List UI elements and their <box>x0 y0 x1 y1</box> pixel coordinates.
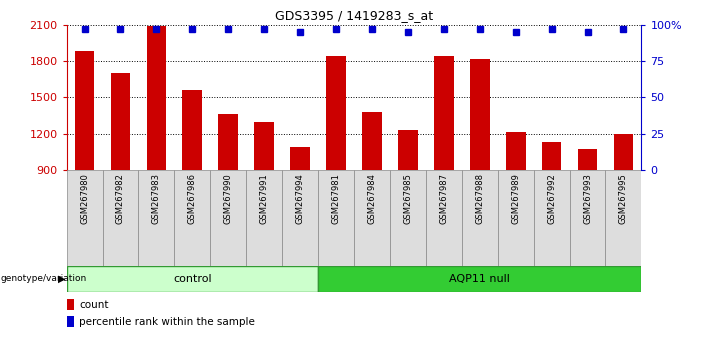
Text: GSM267990: GSM267990 <box>224 173 233 223</box>
Bar <box>111 73 130 170</box>
Bar <box>326 56 346 170</box>
Bar <box>362 112 382 170</box>
Text: GSM267980: GSM267980 <box>80 173 89 224</box>
Text: GSM267985: GSM267985 <box>403 173 412 224</box>
Bar <box>613 133 633 170</box>
Bar <box>506 132 526 170</box>
Text: ▶: ▶ <box>57 274 65 284</box>
Text: GSM267982: GSM267982 <box>116 173 125 224</box>
Bar <box>434 56 454 170</box>
Bar <box>67 266 318 292</box>
Text: count: count <box>79 300 109 310</box>
Text: GSM267993: GSM267993 <box>583 173 592 224</box>
Bar <box>147 26 166 170</box>
Bar <box>569 170 606 266</box>
Text: GSM267984: GSM267984 <box>367 173 376 224</box>
Bar <box>102 170 139 266</box>
Bar <box>175 170 210 266</box>
Bar <box>390 170 426 266</box>
Bar <box>75 51 95 170</box>
Bar <box>318 170 354 266</box>
Bar <box>606 170 641 266</box>
Bar <box>498 170 533 266</box>
Text: control: control <box>173 274 212 284</box>
Bar <box>290 147 310 170</box>
Text: GSM267992: GSM267992 <box>547 173 556 223</box>
Bar <box>533 170 569 266</box>
Bar <box>67 299 74 310</box>
Bar <box>138 170 175 266</box>
Bar <box>470 59 489 170</box>
Text: GSM267986: GSM267986 <box>188 173 197 224</box>
Bar <box>578 149 597 170</box>
Text: GSM267994: GSM267994 <box>296 173 305 223</box>
Bar <box>67 170 102 266</box>
Bar <box>67 316 74 327</box>
Bar <box>210 170 246 266</box>
Text: genotype/variation: genotype/variation <box>1 274 87 283</box>
Text: AQP11 null: AQP11 null <box>449 274 510 284</box>
Bar <box>219 114 238 170</box>
Text: GSM267991: GSM267991 <box>259 173 268 223</box>
Text: GSM267987: GSM267987 <box>440 173 449 224</box>
Text: percentile rank within the sample: percentile rank within the sample <box>79 317 255 327</box>
Bar <box>542 142 562 170</box>
Bar <box>398 130 418 170</box>
Bar <box>462 170 498 266</box>
Text: GSM267995: GSM267995 <box>619 173 628 223</box>
Text: GSM267988: GSM267988 <box>475 173 484 224</box>
Title: GDS3395 / 1419283_s_at: GDS3395 / 1419283_s_at <box>275 9 433 22</box>
Text: GSM267989: GSM267989 <box>511 173 520 224</box>
Text: GSM267983: GSM267983 <box>152 173 161 224</box>
Bar <box>283 170 318 266</box>
Bar <box>254 121 274 170</box>
Text: GSM267981: GSM267981 <box>332 173 341 224</box>
Bar <box>182 90 202 170</box>
Bar <box>246 170 282 266</box>
Bar <box>318 266 641 292</box>
Bar <box>354 170 390 266</box>
Bar <box>426 170 462 266</box>
